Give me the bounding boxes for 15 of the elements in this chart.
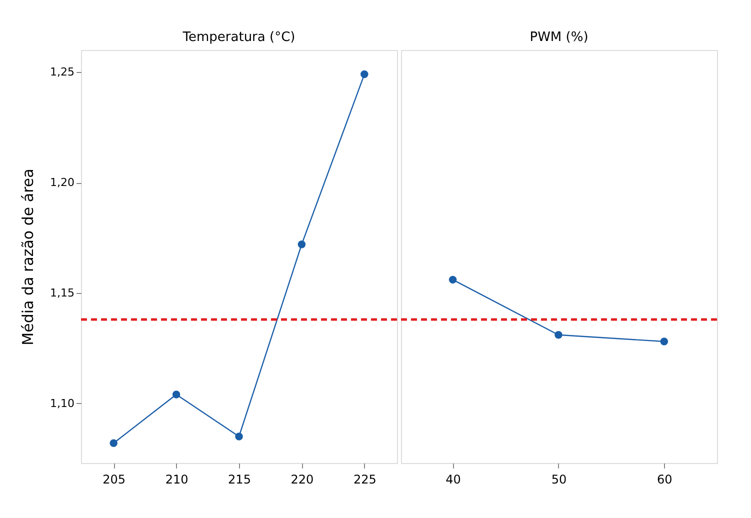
- y-axis-title: Média da razão de área: [19, 168, 38, 346]
- x-tick-label: 225: [353, 472, 376, 486]
- chart-title: PWM (%): [530, 30, 588, 45]
- y-tick-label: 1,25: [50, 66, 74, 79]
- x-tick-label: 205: [102, 472, 126, 486]
- y-tick-label: 1,20: [50, 176, 74, 190]
- chart-title: Temperatura (°C): [182, 30, 296, 45]
- x-tick-label: 220: [290, 472, 314, 486]
- x-tick-label: 215: [228, 472, 251, 486]
- x-tick-label: 40: [446, 472, 461, 486]
- x-tick-label: 210: [165, 472, 188, 486]
- x-tick-label: 60: [657, 472, 672, 486]
- x-tick-label: 50: [551, 472, 567, 486]
- y-tick-label: 1,10: [50, 396, 74, 410]
- y-tick-label: 1,15: [50, 286, 74, 300]
